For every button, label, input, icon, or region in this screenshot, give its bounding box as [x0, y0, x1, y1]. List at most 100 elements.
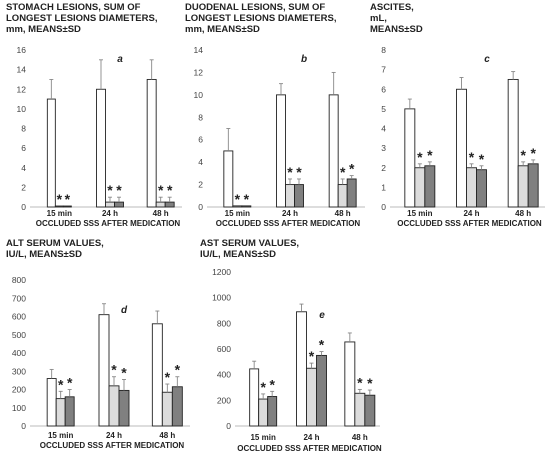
- y-tick-label: 4: [21, 163, 26, 173]
- bar: [354, 392, 366, 427]
- bar: [46, 98, 56, 208]
- y-tick-label: 800: [12, 275, 26, 285]
- significance-star: *: [235, 191, 241, 207]
- y-tick-label: 400: [12, 348, 26, 358]
- bar: [108, 385, 120, 427]
- bar: [258, 398, 269, 427]
- y-tick-label: 100: [12, 403, 26, 413]
- significance-star: *: [417, 149, 423, 165]
- bar: [241, 205, 252, 208]
- bar: [161, 391, 173, 427]
- panel-letter: e: [319, 310, 325, 321]
- y-tick-label: 16: [17, 45, 27, 55]
- y-tick-label: 200: [217, 395, 231, 405]
- chart-title-line: mL,: [370, 13, 387, 24]
- y-tick-label: 7: [381, 65, 386, 75]
- x-category-label: 24 h: [282, 209, 298, 218]
- bar: [98, 314, 110, 427]
- bar: [476, 169, 487, 208]
- y-tick-label: 0: [226, 421, 231, 431]
- bar: [337, 184, 348, 208]
- bar: [294, 184, 304, 208]
- chart-title-line: mm, MEANS±SD: [185, 24, 260, 35]
- bar: [404, 108, 416, 208]
- chart-title-line: AST SERUM VALUES,: [200, 238, 299, 249]
- y-tick-label: 600: [12, 312, 26, 322]
- y-tick-label: 200: [12, 385, 26, 395]
- panel-letter: d: [121, 305, 128, 316]
- y-tick-label: 500: [12, 330, 26, 340]
- significance-star: *: [58, 376, 64, 392]
- x-axis-label: OCCLUDED SSS AFTER MEDICATION: [36, 219, 181, 228]
- x-axis-label: OCCLUDED SSS AFTER MEDICATION: [397, 219, 542, 228]
- chart-panel-d: ALT SERUM VALUES,IU/L, MEANS±SD 0 100 200 30…: [6, 238, 190, 450]
- significance-star: *: [479, 151, 485, 167]
- chart-title-line: ASCITES,: [370, 2, 414, 13]
- y-tick-label: 6: [198, 135, 203, 145]
- bar: [46, 378, 57, 427]
- x-category-label: 15 min: [250, 433, 275, 442]
- significance-star: *: [65, 191, 71, 207]
- y-tick-label: 10: [17, 104, 27, 114]
- significance-star: *: [357, 374, 363, 390]
- significance-star: *: [167, 182, 173, 198]
- panel-letter: c: [484, 54, 490, 65]
- chart-title-line: STOMACH LESIONS, SUM OF: [6, 2, 141, 13]
- x-axis-label: OCCLUDED SSS AFTER MEDICATION: [237, 444, 382, 453]
- chart-title-line: LONGEST LESIONS DIAMETERS,: [185, 13, 337, 24]
- y-tick-label: 14: [194, 45, 204, 55]
- bar: [62, 205, 72, 208]
- significance-star: *: [367, 375, 373, 391]
- chart-panel-e: AST SERUM VALUES,IU/L, MEANS±SD 0 200 400 60…: [200, 238, 382, 453]
- bar: [64, 396, 75, 427]
- chart-title-line: DUODENAL LESIONS, SUM OF: [185, 2, 325, 13]
- bar: [171, 386, 183, 427]
- significance-star: *: [269, 376, 275, 392]
- significance-star: *: [530, 145, 536, 161]
- y-tick-label: 2: [21, 182, 26, 192]
- chart-title-line: ALT SERUM VALUES,: [6, 238, 104, 249]
- y-tick-label: 5: [381, 104, 386, 114]
- x-category-label: 48 h: [159, 431, 175, 440]
- y-tick-label: 300: [12, 366, 26, 376]
- bar: [346, 178, 357, 208]
- significance-star: *: [57, 191, 63, 207]
- y-tick-label: 2: [198, 180, 203, 190]
- y-tick-label: 1000: [212, 293, 231, 303]
- y-tick-label: 6: [21, 143, 26, 153]
- x-category-label: 24 h: [463, 209, 479, 218]
- y-tick-label: 0: [381, 202, 386, 212]
- y-tick-label: 400: [217, 370, 231, 380]
- bar: [249, 368, 260, 427]
- y-tick-label: 8: [381, 45, 386, 55]
- significance-star: *: [244, 191, 250, 207]
- bar: [96, 88, 106, 208]
- bar: [164, 201, 175, 208]
- chart-title-line: LONGEST LESIONS DIAMETERS,: [6, 13, 158, 24]
- significance-star: *: [260, 379, 266, 395]
- y-tick-label: 14: [17, 65, 27, 75]
- significance-star: *: [107, 182, 113, 198]
- bar: [55, 398, 66, 427]
- y-tick-label: 2: [381, 163, 386, 173]
- bar: [223, 150, 234, 208]
- significance-star: *: [427, 147, 433, 163]
- significance-star: *: [121, 364, 127, 380]
- x-category-label: 15 min: [48, 431, 73, 440]
- significance-star: *: [158, 182, 164, 198]
- x-category-label: 48 h: [335, 209, 351, 218]
- significance-star: *: [340, 164, 346, 180]
- x-category-label: 48 h: [352, 433, 368, 442]
- significance-star: *: [349, 161, 355, 177]
- significance-star: *: [116, 182, 122, 198]
- y-tick-label: 6: [381, 84, 386, 94]
- panel-letter: b: [301, 54, 307, 65]
- significance-star: *: [67, 375, 73, 391]
- bar: [276, 94, 286, 208]
- y-tick-label: 800: [217, 318, 231, 328]
- bar: [285, 184, 295, 208]
